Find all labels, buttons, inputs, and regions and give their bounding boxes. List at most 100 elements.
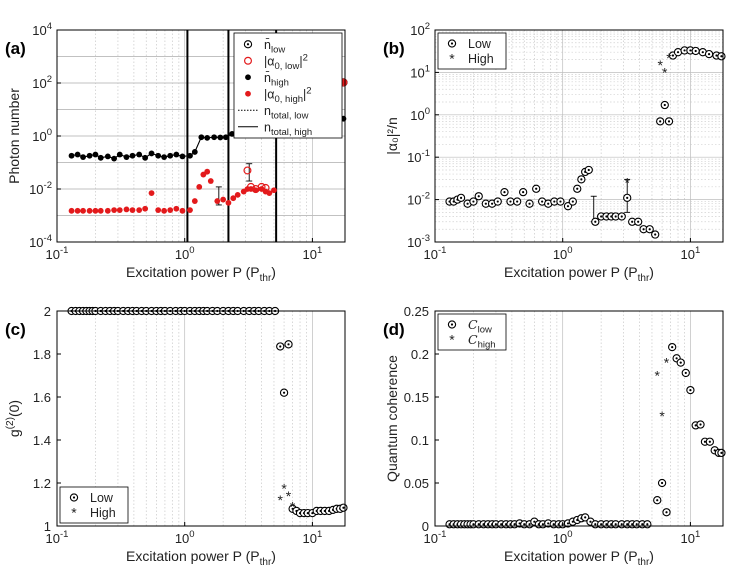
y-tick-label: 104 bbox=[32, 21, 52, 38]
data-point-n̄_high bbox=[204, 134, 211, 141]
legend-label: Low bbox=[90, 491, 114, 505]
legend-marker bbox=[244, 56, 253, 65]
data-point-|α_0,high|^2 bbox=[204, 168, 211, 175]
data-point-C_low-center bbox=[656, 499, 659, 502]
data-point-Low-center bbox=[459, 196, 463, 199]
data-point-Low-center bbox=[587, 168, 590, 172]
data-point-C_low-center bbox=[472, 523, 475, 526]
data-point-C_low-center bbox=[584, 516, 587, 519]
data-point-|α_0,high|^2 bbox=[142, 205, 149, 212]
legend-box bbox=[233, 32, 343, 139]
legend-box bbox=[437, 32, 507, 70]
legend-box bbox=[437, 313, 507, 351]
data-point-|α_0,high|^2 bbox=[148, 190, 155, 197]
data-point-|α_0,high|^2 bbox=[97, 207, 104, 214]
data-point-|α_0,high|^2 bbox=[207, 178, 214, 184]
data-point-|α_0,low|^2 bbox=[243, 166, 252, 175]
x-axis-label: Excitation power P (Pthr) bbox=[126, 548, 276, 568]
legend: Low * High bbox=[59, 486, 129, 524]
y-tick-label: 2 bbox=[44, 304, 51, 319]
axes-frame bbox=[434, 310, 724, 527]
data-point-C_low-center bbox=[547, 522, 550, 525]
panel-label: (c) bbox=[5, 320, 26, 339]
y-tick-label: 0.15 bbox=[404, 390, 429, 405]
x-tick-label: 10-1 bbox=[424, 245, 447, 262]
data-point-Low-center bbox=[522, 191, 525, 194]
data-point-|α_0,high|^2 bbox=[220, 196, 227, 203]
legend-box bbox=[59, 486, 129, 524]
data-point-C_low-center bbox=[660, 481, 664, 485]
data-point-Low-center bbox=[637, 220, 640, 223]
data-point-C_low-center bbox=[528, 523, 531, 526]
data-point-n̄_high bbox=[136, 151, 143, 158]
error-bar bbox=[246, 163, 253, 182]
legend-marker: * bbox=[71, 505, 77, 521]
legend-marker-center bbox=[246, 43, 250, 46]
data-point-C_low-center bbox=[523, 523, 526, 526]
data-point-|α_0,high|^2 bbox=[80, 207, 86, 214]
data-point-|α_0,high|^2 bbox=[111, 207, 118, 213]
legend-label: Chigh bbox=[468, 332, 496, 351]
data-point-C_low-center bbox=[641, 523, 644, 526]
data-point-Low-center bbox=[605, 215, 608, 218]
y-axis-label: Photon number bbox=[6, 88, 22, 184]
y-tick-label: 0.2 bbox=[411, 347, 429, 362]
data-point-High: * bbox=[662, 64, 668, 80]
data-point-Low-center bbox=[648, 228, 651, 231]
data-point-Low-center bbox=[654, 233, 657, 236]
data-point-Low-center bbox=[715, 54, 718, 57]
data-point-High: * bbox=[286, 488, 292, 504]
data-point-n̄_high bbox=[92, 151, 99, 158]
x-tick-label: 100 bbox=[175, 529, 195, 546]
data-point-C_low-center bbox=[694, 424, 697, 427]
y-tick-label: 1.6 bbox=[33, 390, 51, 405]
data-point-C_low-center bbox=[513, 523, 516, 526]
data-point-C_low-center bbox=[566, 522, 570, 525]
data-point-C_low-center bbox=[605, 523, 608, 526]
data-point-Low-center bbox=[566, 205, 570, 208]
y-tick-label: 0 bbox=[422, 519, 429, 534]
data-point-Low-center bbox=[642, 228, 645, 231]
data-point-C_low-center bbox=[708, 440, 711, 443]
data-point-C_low-center bbox=[679, 361, 682, 364]
data-point-Low-center bbox=[528, 202, 531, 205]
y-tick-label: 10-2 bbox=[29, 180, 52, 197]
data-point-|α_0,high|^2 bbox=[271, 187, 277, 194]
y-tick-label: 10-1 bbox=[407, 148, 430, 165]
data-point-C_low-center bbox=[589, 520, 592, 523]
legend: Low * High bbox=[437, 32, 507, 70]
data-point-High: * bbox=[624, 175, 630, 191]
x-tick-label: 101 bbox=[303, 245, 323, 262]
data-point-Low-center bbox=[547, 202, 550, 205]
legend-marker bbox=[245, 90, 251, 97]
data-point-High: * bbox=[657, 57, 663, 73]
legend-label: n̄low bbox=[264, 38, 285, 56]
data-point-|α_0,high|^2 bbox=[86, 207, 93, 214]
data-point-C_low-center bbox=[500, 523, 503, 526]
data-point-Low-center bbox=[689, 49, 692, 52]
x-tick-label: 100 bbox=[553, 245, 573, 262]
data-point-C_low-center bbox=[494, 523, 498, 526]
data-point-|α_0,high|^2 bbox=[92, 207, 99, 214]
legend-marker bbox=[245, 74, 251, 81]
y-tick-label: 102 bbox=[32, 74, 52, 91]
data-point-|α_0,high|^2 bbox=[179, 207, 186, 214]
data-point-|α_0,high|^2 bbox=[248, 186, 254, 192]
data-point-|α_0,high|^2 bbox=[123, 206, 130, 213]
data-point-Low-center bbox=[491, 202, 494, 205]
data-point-C_low-center bbox=[620, 523, 623, 526]
y-tick-label: 0.1 bbox=[411, 433, 429, 448]
data-point-C_low-center bbox=[703, 440, 707, 443]
data-point-n̄_high bbox=[167, 152, 174, 159]
data-point-n̄_high bbox=[68, 152, 75, 159]
x-tick-label: 101 bbox=[681, 245, 701, 262]
data-point-Low-center bbox=[580, 178, 583, 181]
data-point-n̄_high bbox=[187, 152, 193, 159]
data-point-High: * bbox=[666, 50, 672, 66]
data-point-n̄_high bbox=[155, 152, 162, 159]
data-point-C_low-center bbox=[699, 423, 702, 426]
x-axis-label: Excitation power P (Pthr) bbox=[504, 264, 654, 284]
x-tick-label: 101 bbox=[681, 529, 701, 546]
data-point-n̄_high bbox=[173, 151, 180, 158]
data-point-|α_0,high|^2 bbox=[173, 205, 180, 212]
